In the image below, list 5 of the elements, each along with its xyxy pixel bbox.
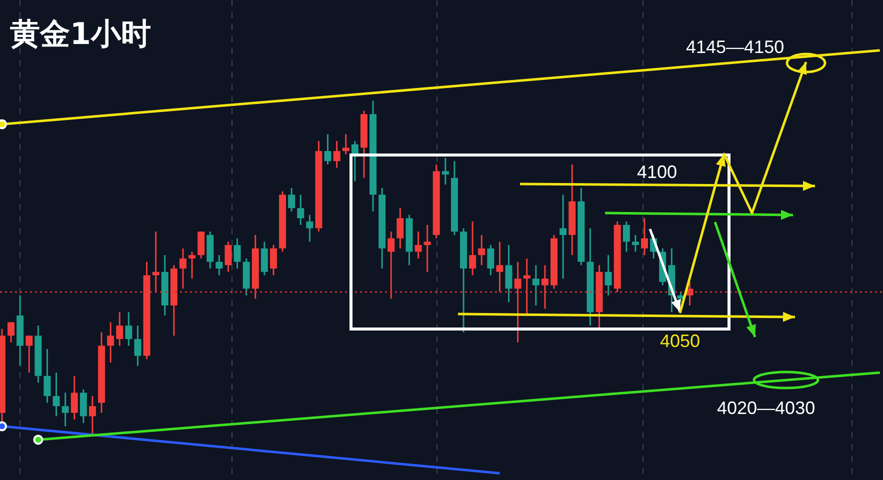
chart-title: 黄金1小时 — [10, 17, 151, 52]
annotation: 4020—4030 — [717, 398, 816, 418]
annotation: 4100 — [637, 162, 678, 182]
text: 4145—4150 — [686, 37, 784, 57]
annotation: 4050 — [660, 331, 700, 351]
